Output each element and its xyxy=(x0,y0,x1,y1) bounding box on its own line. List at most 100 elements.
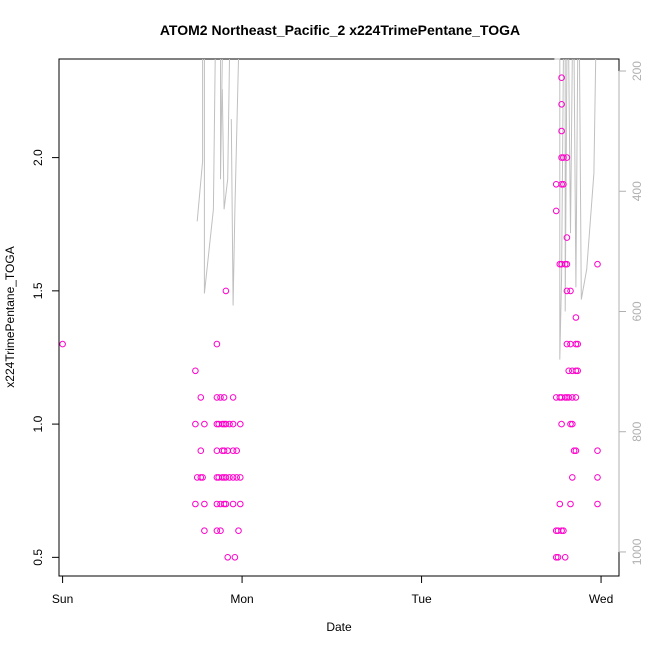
data-point xyxy=(561,554,569,561)
data-point xyxy=(560,527,567,535)
profile-line xyxy=(220,58,223,180)
data-point xyxy=(217,394,224,401)
data-point xyxy=(570,447,578,455)
data-point xyxy=(563,260,571,268)
chart-title: ATOM2 Northeast_Pacific_2 x224TrimePenta… xyxy=(160,22,520,38)
data-point xyxy=(229,474,237,481)
data-point xyxy=(552,554,560,561)
x-tick-label: Tue xyxy=(411,592,432,606)
data-point xyxy=(552,181,560,188)
data-point xyxy=(197,447,205,455)
right-tick-label: 600 xyxy=(630,301,644,321)
data-point xyxy=(569,394,576,401)
y-tick-label: 2.0 xyxy=(31,149,45,166)
data-point xyxy=(594,447,601,455)
x-tick-label: Mon xyxy=(230,592,253,606)
data-point xyxy=(237,474,244,481)
profile-lines xyxy=(196,58,597,360)
data-point xyxy=(558,420,565,428)
y-tick-label: 1.5 xyxy=(31,282,45,299)
data-point xyxy=(192,500,199,508)
data-point xyxy=(213,500,221,508)
data-point xyxy=(569,420,576,428)
y-tick-label: 0.5 xyxy=(31,549,45,566)
data-point xyxy=(222,287,230,295)
data-point xyxy=(201,420,208,428)
data-point xyxy=(222,500,230,508)
data-point xyxy=(558,74,565,81)
data-point xyxy=(226,420,233,428)
data-point xyxy=(213,340,221,348)
data-point xyxy=(217,527,224,535)
data-point xyxy=(552,207,560,215)
data-point xyxy=(572,447,580,455)
data-point xyxy=(558,127,565,135)
data-point xyxy=(594,260,601,268)
data-point xyxy=(558,101,565,108)
data-point xyxy=(558,527,565,535)
profile-line xyxy=(579,58,597,300)
right-tick-label: 800 xyxy=(630,421,644,441)
data-point xyxy=(219,420,226,428)
data-point xyxy=(572,367,580,375)
right-axis: 200 400 600 800 1000 xyxy=(618,61,644,565)
data-point xyxy=(563,340,571,348)
data-point xyxy=(563,154,571,161)
right-tick-label: 400 xyxy=(630,181,644,201)
data-point xyxy=(220,394,228,401)
data-point xyxy=(222,420,230,428)
data-point xyxy=(222,474,230,481)
data-point xyxy=(237,420,244,428)
profile-line xyxy=(203,58,216,294)
data-point xyxy=(220,500,228,508)
data-point xyxy=(237,500,244,508)
data-point xyxy=(560,181,567,188)
profile-line xyxy=(573,58,579,288)
y-axis: 0.5 1.0 1.5 2.0 xyxy=(31,149,60,566)
data-point xyxy=(197,474,205,481)
profile-line xyxy=(230,58,239,306)
profile-line xyxy=(568,58,573,234)
profile-line xyxy=(196,59,204,222)
data-point xyxy=(567,500,574,508)
data-point xyxy=(229,420,237,428)
data-point xyxy=(235,527,242,535)
profile-line xyxy=(554,58,564,360)
data-point xyxy=(213,447,221,455)
data-point xyxy=(572,394,580,401)
x-tick-label: Wed xyxy=(589,592,613,606)
data-point xyxy=(197,394,205,401)
data-point xyxy=(574,340,582,348)
data-point xyxy=(565,367,573,375)
data-point xyxy=(231,554,239,561)
x-axis-label: Date xyxy=(326,620,352,634)
data-point xyxy=(192,420,199,428)
data-point xyxy=(213,394,221,401)
data-point xyxy=(569,474,576,481)
data-point xyxy=(572,314,580,321)
data-point xyxy=(229,447,237,455)
data-point xyxy=(226,474,233,481)
data-point xyxy=(201,500,208,508)
data-point xyxy=(224,554,231,561)
right-tick-label: 200 xyxy=(630,61,644,81)
data-point xyxy=(560,154,567,161)
data-point xyxy=(574,367,582,375)
y-axis-label: x224TrimePentane_TOGA xyxy=(3,246,17,387)
data-point xyxy=(233,474,240,481)
data-point xyxy=(554,554,562,561)
data-point xyxy=(572,340,580,348)
y-tick-label: 1.0 xyxy=(31,415,45,432)
data-point xyxy=(556,500,564,508)
plot-frame xyxy=(58,58,620,577)
data-point xyxy=(219,474,226,481)
data-point xyxy=(220,447,228,455)
data-point xyxy=(213,527,221,535)
right-tick-label: 1000 xyxy=(630,538,644,565)
x-axis: Sun Mon Tue Wed xyxy=(52,575,613,606)
data-point xyxy=(563,234,571,241)
data-point xyxy=(567,420,574,428)
data-point xyxy=(229,500,237,508)
data-point xyxy=(224,447,231,455)
